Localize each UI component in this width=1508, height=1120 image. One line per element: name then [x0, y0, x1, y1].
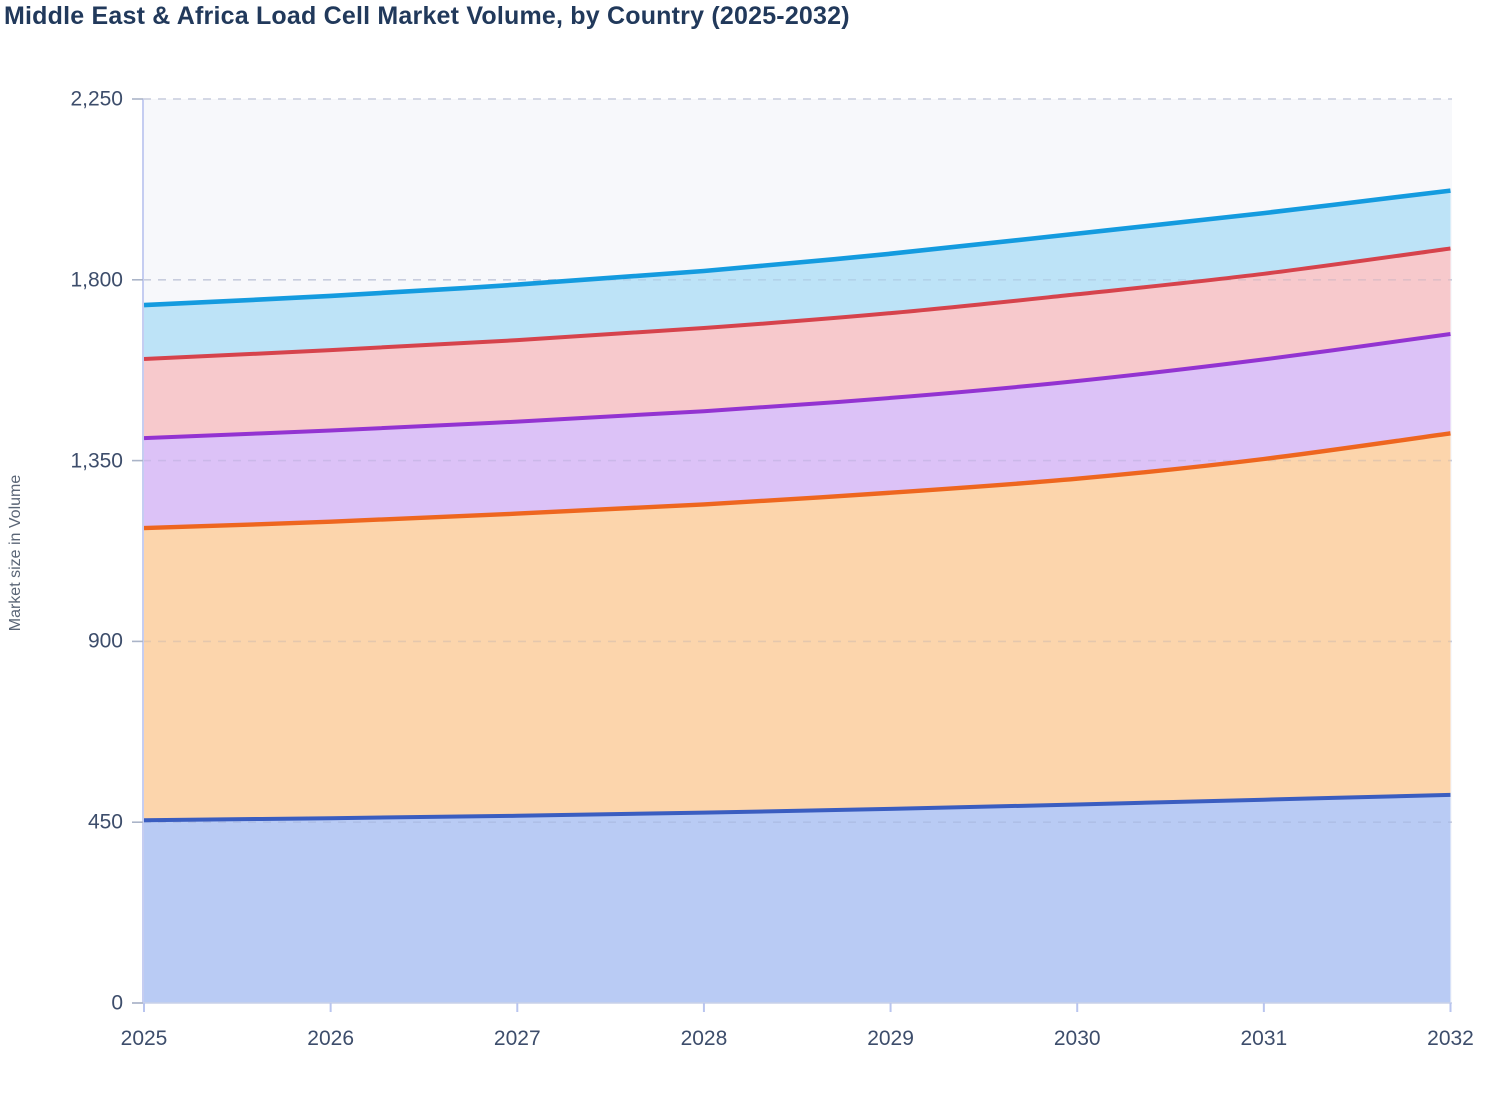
x-tick-label-2029: 2029: [867, 1027, 914, 1050]
y-tick-label-1350: 1,350: [70, 449, 123, 473]
chart-title: Middle East & Africa Load Cell Market Vo…: [4, 2, 850, 30]
x-tick-label-2028: 2028: [680, 1027, 728, 1050]
line-series-2-orange: [143, 431, 1451, 531]
y-tick-label-2250: 2,250: [70, 87, 123, 111]
y-tick-label-1800: 1,800: [70, 268, 123, 292]
x-tick-label-2026: 2026: [307, 1027, 354, 1050]
area-series-3-purple: [144, 334, 1451, 529]
area-series-1-blue: [144, 794, 1451, 1003]
area-series-4-red: [144, 248, 1451, 439]
line-series-5-cyan: [143, 188, 1451, 308]
x-tick-label-2027: 2027: [493, 1027, 541, 1050]
x-tick-label-2030: 2030: [1053, 1027, 1101, 1050]
y-tick-label-450: 450: [87, 810, 123, 834]
area-series-5-cyan: [144, 190, 1451, 359]
x-tick-label-2032: 2032: [1427, 1027, 1474, 1050]
y-tick-label-900: 900: [87, 629, 123, 653]
x-tick-label-2025: 2025: [120, 1027, 168, 1050]
area-series-2-orange: [144, 433, 1451, 821]
line-series-3-purple: [143, 332, 1451, 441]
y-tick-label-0: 0: [111, 991, 123, 1015]
line-series-1-blue: [143, 792, 1451, 823]
line-series-4-red: [143, 246, 1451, 361]
x-tick-label-2031: 2031: [1240, 1027, 1288, 1050]
